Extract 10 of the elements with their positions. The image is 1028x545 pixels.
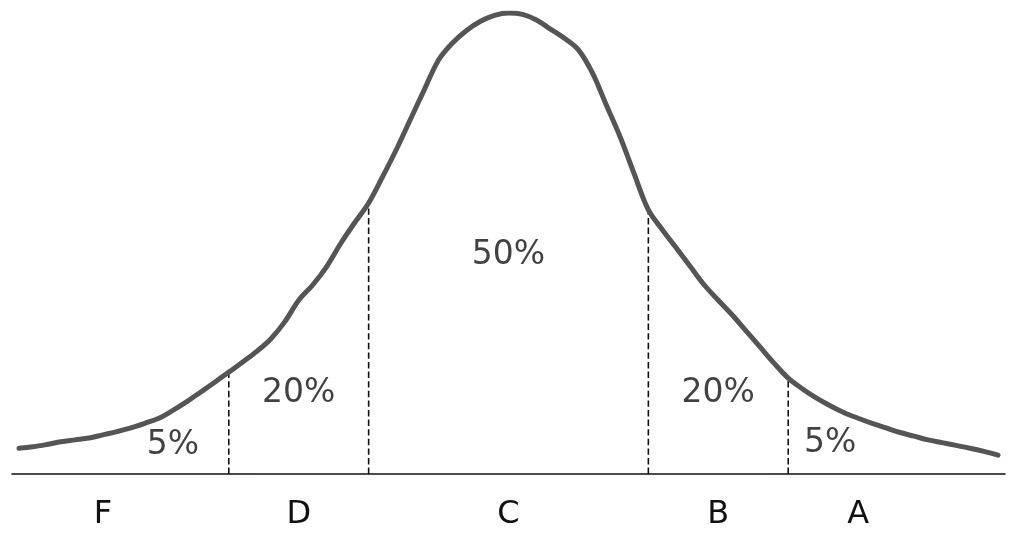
x-tick-label: C <box>497 493 520 531</box>
x-tick-label: F <box>93 493 113 531</box>
x-tick-label: D <box>286 493 312 531</box>
annotation: 50% <box>471 233 546 273</box>
x-tick-label: A <box>847 493 870 531</box>
annotation: 5% <box>146 422 200 462</box>
annotation: 20% <box>681 371 755 411</box>
annotation: 5% <box>804 421 857 461</box>
x-tick-label: B <box>707 493 730 531</box>
annotation: 20% <box>262 371 336 411</box>
